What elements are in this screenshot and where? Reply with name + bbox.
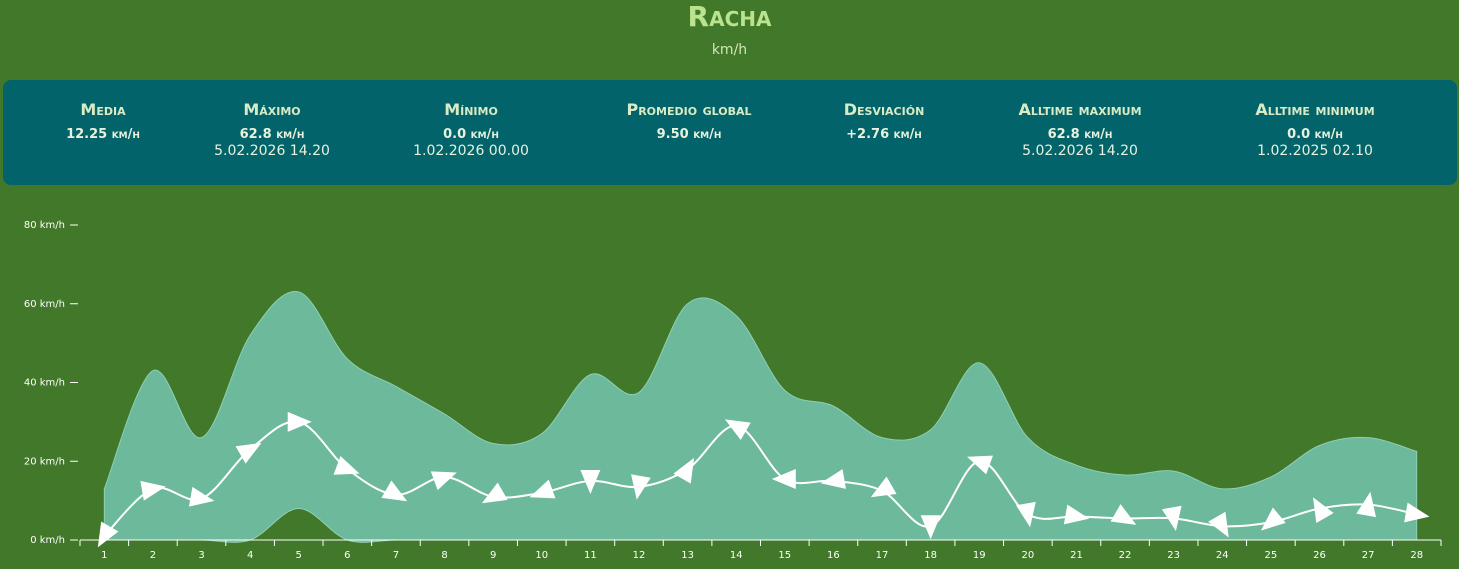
y-tick-label: 80 km/h [24,220,65,231]
direction-arrow [967,455,993,475]
y-tick-label: 60 km/h [24,299,65,310]
x-tick-label: 23 [1167,550,1180,561]
y-tick-label: 0 km/h [30,535,65,546]
direction-arrow [333,455,360,475]
stat-item: Mínimo 0.0 km/h 1.02.2026 00.00 [361,100,581,159]
stat-value: 0.0 km/h [443,127,499,142]
direction-arrow [920,515,941,540]
direction-arrow [97,521,119,548]
x-tick-label: 20 [1021,550,1034,561]
x-tick-label: 18 [924,550,937,561]
stat-value: +2.76 km/h [846,127,922,142]
direction-arrow [580,469,601,494]
x-tick-label: 14 [730,550,743,561]
stats-panel: Media 12.25 km/h Máximo 62.8 km/h 5.02.2026 … [3,80,1457,185]
direction-arrow [481,482,508,504]
stat-value: 62.8 km/h [1047,127,1113,142]
direction-arrow [820,469,846,489]
direction-arrow [771,468,796,489]
stat-label: Alltime maximum [1018,100,1142,119]
direction-arrow [430,471,457,491]
direction-arrow [140,480,166,501]
stat-value: 0.0 km/h [1287,127,1343,142]
direction-arrow [188,486,215,507]
x-tick-label: 26 [1313,550,1326,561]
x-tick-label: 24 [1216,550,1229,561]
x-tick-label: 5 [296,550,302,561]
direction-arrow [381,480,408,502]
average-line [103,420,1417,537]
direction-arrow [870,476,897,498]
direction-arrow [1016,501,1036,528]
stat-label: Alltime minimum [1255,100,1375,119]
direction-arrow [673,457,695,484]
stat-label: Máximo [243,100,301,119]
direction-arrow [631,474,651,500]
stat-label: Media [80,100,126,119]
x-tick-label: 28 [1410,550,1423,561]
x-tick-label: 8 [441,550,447,561]
x-tick-label: 16 [827,550,840,561]
x-tick-label: 19 [973,550,986,561]
direction-arrow [1260,507,1286,531]
direction-arrow [1404,502,1430,523]
x-tick-label: 7 [393,550,399,561]
x-tick-label: 10 [535,550,548,561]
x-tick-label: 6 [344,550,350,561]
x-tick-label: 25 [1265,550,1278,561]
stat-value: 12.25 km/h [66,127,140,142]
stat-date: 1.02.2025 02.10 [1257,143,1373,159]
stat-item: Máximo 62.8 km/h 5.02.2026 14.20 [162,100,382,159]
stat-label: Desviación [843,100,925,119]
x-tick-label: 9 [490,550,496,561]
stat-date: 1.02.2026 00.00 [413,143,529,159]
x-tick-label: 17 [876,550,889,561]
stat-item: Alltime minimum 0.0 km/h 1.02.2025 02.10 [1205,100,1425,159]
stat-date: 5.02.2026 14.20 [1022,143,1138,159]
x-tick-label: 22 [1119,550,1132,561]
y-tick-label: 20 km/h [24,456,65,467]
stat-label: Mínimo [444,100,498,119]
stat-item: Alltime maximum 62.8 km/h 5.02.2026 14.20 [970,100,1190,159]
direction-arrow [1356,491,1377,518]
x-tick-label: 1 [101,550,107,561]
title: Racha [687,0,772,33]
x-tick-label: 12 [633,550,646,561]
stat-label: Promedio global [626,100,752,119]
direction-arrow [1208,511,1229,538]
direction-arrow [287,411,312,432]
x-tick-label: 27 [1362,550,1375,561]
stat-value: 9.50 km/h [656,127,722,142]
x-tick-label: 2 [150,550,156,561]
stat-item: Desviación +2.76 km/h [774,100,994,142]
stat-item: Media 12.25 km/h [0,100,213,142]
direction-arrow [1063,504,1090,525]
direction-arrow [1110,504,1137,525]
direction-arrow [724,419,751,440]
x-tick-label: 13 [681,550,694,561]
x-tick-label: 15 [778,550,791,561]
stat-value: 62.8 km/h [239,127,305,142]
subtitle: km/h [711,42,748,58]
direction-arrow [1161,505,1182,532]
x-tick-label: 4 [247,550,253,561]
y-tick-label: 40 km/h [24,378,65,389]
x-tick-label: 3 [198,550,204,561]
direction-arrow [235,442,262,464]
range-area [103,291,1418,543]
x-tick-label: 21 [1070,550,1083,561]
x-tick-label: 11 [584,550,597,561]
stat-date: 5.02.2026 14.20 [214,143,330,159]
direction-arrow [529,479,556,499]
direction-arrow [1312,497,1334,524]
stat-item: Promedio global 9.50 km/h [579,100,799,142]
